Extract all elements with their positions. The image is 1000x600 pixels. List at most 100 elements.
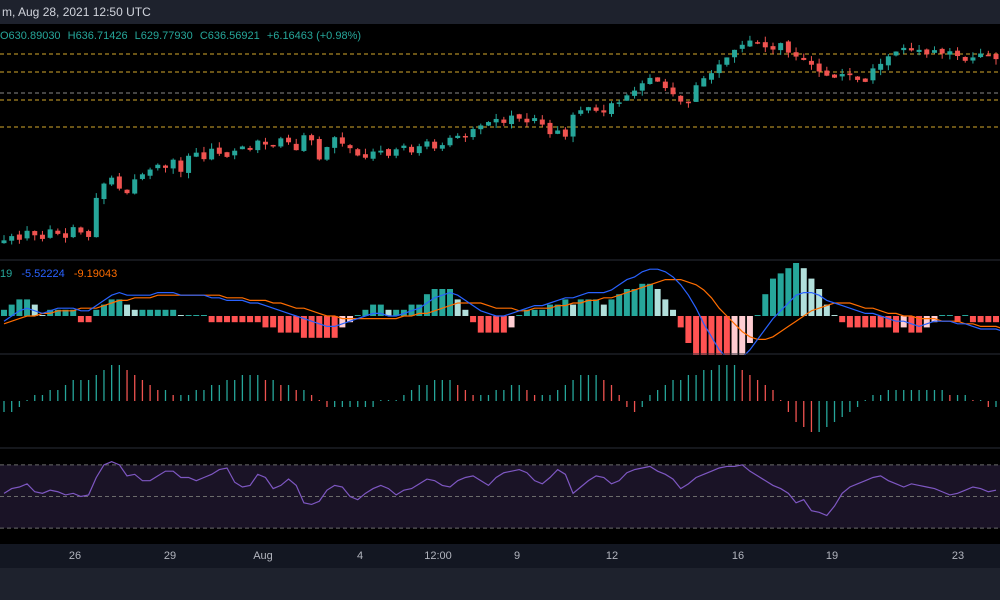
candle-body [585, 107, 591, 111]
candle-body [993, 54, 999, 60]
macd-histogram-bar [585, 299, 592, 316]
macd-histogram-bar [793, 263, 800, 316]
candle-body [139, 174, 145, 179]
macd-histogram-bar [631, 289, 638, 316]
macd-histogram-bar [562, 299, 569, 316]
macd-histogram-bar [677, 316, 684, 328]
candle-body [324, 147, 330, 160]
x-axis-tick-label: 16 [731, 550, 745, 562]
candle-body [962, 57, 968, 61]
rsi-panel[interactable] [0, 449, 1000, 545]
candle-body [416, 146, 422, 154]
candle-body [832, 74, 838, 78]
macd-panel[interactable] [0, 259, 1000, 355]
candle-body [808, 60, 814, 65]
candle-body [955, 50, 961, 57]
candle-body [762, 42, 768, 48]
candle-body [186, 155, 192, 173]
candle-body [385, 149, 391, 156]
chart-header-title: m, Aug 28, 2021 12:50 UTC [2, 5, 151, 19]
macd-histogram-bar [516, 315, 523, 316]
macd-histogram-bar [777, 273, 784, 316]
x-axis-tick-label: 12 [605, 550, 619, 562]
candle-body [732, 49, 738, 58]
candle-body [524, 118, 530, 123]
candle-body [901, 47, 907, 51]
macd-histogram-bar [339, 316, 346, 328]
candle-body [278, 138, 284, 147]
awesome-oscillator-panel[interactable] [0, 353, 1000, 449]
macd-histogram-bar [454, 299, 461, 316]
macd-histogram-bar [462, 309, 469, 316]
macd-histogram-bar [685, 316, 692, 343]
macd-histogram-bar [423, 294, 430, 316]
candle-body [816, 63, 822, 72]
macd-histogram-bar [293, 316, 300, 333]
candle-body [609, 103, 615, 115]
macd-histogram-bar [846, 316, 853, 328]
candle-body [101, 183, 107, 200]
macd-histogram-bar [139, 309, 146, 316]
candle-body [178, 160, 184, 172]
macd-histogram-bar [662, 299, 669, 316]
macd-histogram-bar [493, 316, 500, 333]
candle-body [162, 165, 168, 168]
macd-line-value: -5.52224 [21, 268, 65, 280]
macd-histogram-bar [477, 316, 484, 333]
candle-body [855, 76, 861, 80]
candle-body [616, 102, 622, 104]
macd-histogram-bar [416, 304, 423, 316]
time-axis[interactable]: 26 29 Aug 4 12:00 9 12 16 19 23 [0, 544, 1000, 568]
macd-histogram-bar [616, 294, 623, 316]
macd-histogram-bar [193, 315, 200, 316]
macd-histogram-bar [700, 316, 707, 355]
macd-histogram-bar [508, 316, 515, 328]
macd-histogram-bar [608, 299, 615, 316]
macd-histogram-bar [216, 316, 223, 323]
macd-histogram-bar [577, 299, 584, 316]
candle-body [578, 110, 584, 114]
candle-body [670, 87, 676, 95]
candle-body [155, 164, 161, 169]
price-chart[interactable] [0, 24, 1000, 264]
candle-body [362, 154, 368, 158]
candle-body [293, 143, 299, 151]
macd-histogram-bar [300, 316, 307, 338]
macd-histogram-bar [785, 268, 792, 316]
macd-histogram-bar [877, 316, 884, 328]
candle-body [755, 42, 761, 44]
rsi-line [3, 461, 997, 517]
macd-histogram-bar [270, 316, 277, 328]
ohlc-close: C636.56921 [199, 30, 260, 42]
ohlc-change: +6.16463 (+0.98%) [266, 30, 362, 42]
macd-histogram-bar [470, 316, 477, 323]
ohlc-open: O630.89030 [0, 30, 61, 42]
macd-histogram-bar [839, 316, 846, 323]
macd-histogram-bar [1, 309, 7, 316]
macd-histogram-bar [362, 309, 369, 316]
signal-line-value: -9.19043 [73, 268, 118, 280]
candle-body [747, 40, 753, 47]
macd-histogram-bar [85, 316, 92, 323]
macd-histogram-bar [77, 316, 84, 323]
macd-histogram-bar [447, 289, 454, 316]
macd-histogram-bar [16, 299, 23, 316]
ohlc-legend: O630.89030 H636.71426 L629.77930 C636.56… [0, 30, 365, 42]
macd-histogram-bar [62, 309, 69, 316]
candle-body [785, 41, 791, 53]
candle-body [793, 52, 799, 57]
macd-histogram-bar [646, 283, 653, 316]
candle-body [516, 114, 522, 119]
candle-body [462, 135, 468, 138]
candle-body [124, 189, 130, 194]
candle-body [678, 95, 684, 102]
candle-body [409, 146, 415, 153]
macd-histogram-bar [531, 309, 538, 316]
candle-body [985, 54, 991, 57]
macd-histogram-bar [54, 309, 61, 316]
candle-body [701, 78, 707, 87]
candle-body [201, 152, 207, 160]
macd-histogram-bar [70, 309, 77, 316]
macd-histogram-bar [969, 316, 976, 323]
candle-body [455, 135, 461, 138]
